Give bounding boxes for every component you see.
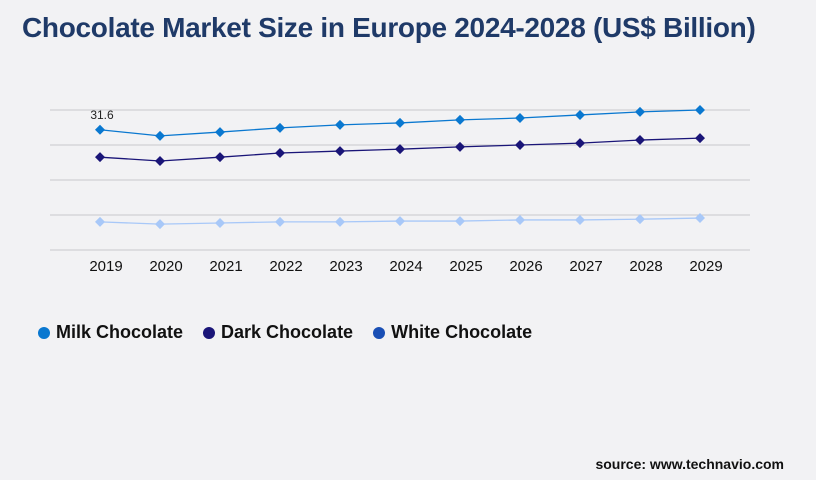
data-point [155, 130, 165, 141]
legend-marker-icon [203, 326, 216, 339]
data-point [215, 217, 225, 228]
data-point [155, 219, 165, 230]
data-point [695, 213, 705, 224]
data-point [455, 216, 465, 227]
x-tick-label: 2023 [329, 258, 362, 275]
data-point [515, 140, 525, 150]
data-point [395, 144, 405, 155]
data-point [95, 152, 105, 163]
data-point [695, 133, 705, 144]
data-point [95, 216, 105, 227]
data-point [335, 146, 345, 157]
data-point [335, 119, 345, 130]
legend-label: White Chocolate [391, 322, 533, 342]
x-tick-label: 2028 [629, 258, 662, 275]
legend-item: White Chocolate [373, 322, 532, 343]
x-tick-label: 2022 [269, 258, 302, 275]
chart-title: Chocolate Market Size in Europe 2024-202… [22, 12, 756, 43]
data-point [95, 124, 105, 135]
data-point [155, 155, 165, 166]
data-point [335, 216, 345, 227]
legend: Milk Chocolate Dark Chocolate White Chocol… [38, 322, 532, 343]
data-point [575, 109, 585, 120]
data-point [455, 141, 465, 152]
data-point [515, 214, 525, 225]
x-tick-label: 2024 [389, 258, 422, 275]
data-point [275, 147, 285, 158]
x-tick-label: 2020 [149, 258, 182, 275]
data-point [515, 112, 525, 123]
data-point [395, 216, 405, 227]
data-point [635, 214, 645, 225]
x-tick-label: 2025 [449, 258, 482, 275]
legend-marker-icon [373, 326, 386, 339]
x-tick-label: 2021 [209, 258, 242, 275]
legend-marker-icon [38, 326, 50, 339]
data-point [395, 117, 405, 128]
data-point [215, 127, 225, 138]
data-point [215, 152, 225, 163]
legend-label: Dark Chocolate [221, 322, 354, 342]
data-point [635, 135, 645, 146]
data-point [695, 105, 705, 115]
x-tick-label: 2019 [89, 258, 122, 275]
data-point [275, 122, 285, 133]
data-point [575, 214, 585, 225]
legend-item: Dark Chocolate [203, 322, 353, 343]
data-point [635, 106, 645, 117]
x-tick-label: 2026 [509, 258, 542, 275]
data-point [455, 114, 465, 125]
data-label: 31.6 [90, 108, 114, 122]
legend-item: Milk Chocolate [38, 322, 183, 343]
data-point [275, 216, 285, 227]
source-note: source: www.technavio.com [595, 456, 784, 472]
data-point [575, 138, 585, 149]
legend-label: Milk Chocolate [56, 322, 184, 342]
line-chart: 2019 2020 2021 2022 2023 2024 2025 2026 2027 2028… [50, 105, 750, 275]
x-tick-label: 2027 [569, 258, 602, 275]
x-tick-label: 2029 [689, 258, 722, 275]
